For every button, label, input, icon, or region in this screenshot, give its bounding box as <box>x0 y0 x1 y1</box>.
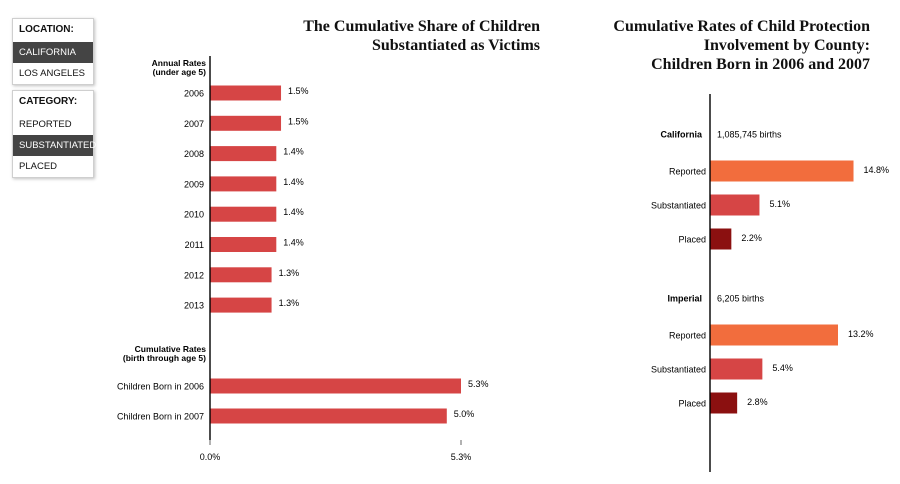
data-label: 1.5% <box>288 86 309 96</box>
category-label: 2011 <box>185 240 204 250</box>
location-item-california[interactable]: CALIFORNIA <box>13 42 93 63</box>
chart1-title: The Cumulative Share of Children Substan… <box>303 17 540 55</box>
category-label: 2007 <box>184 119 204 129</box>
data-label: 1.4% <box>283 147 304 157</box>
category-label: Children Born in 2006 <box>117 382 204 392</box>
category-label: 2008 <box>184 149 204 159</box>
bar <box>210 237 277 252</box>
location-header: LOCATION: <box>19 24 74 35</box>
bar <box>210 378 461 394</box>
chart2-title-line: Children Born in 2006 and 2007 <box>651 56 870 73</box>
county-name: Imperial <box>667 294 702 304</box>
category-item-substantiated[interactable]: SUBSTANTIATED <box>13 135 96 156</box>
county-name: California <box>660 130 703 140</box>
bar <box>710 324 838 346</box>
data-label: 2.2% <box>741 233 762 243</box>
chart1-title-line: Substantiated as Victims <box>371 37 540 54</box>
bar <box>210 206 277 222</box>
chart2-title-line: Cumulative Rates of Child Protection <box>613 18 870 35</box>
data-label: 1.3% <box>279 268 300 278</box>
bar <box>710 228 732 250</box>
bar <box>210 146 277 162</box>
category-label: Placed <box>678 235 706 245</box>
bar <box>710 194 760 216</box>
data-label: 2.8% <box>747 397 768 407</box>
category-label: Children Born in 2007 <box>117 412 204 422</box>
chart2-title: Cumulative Rates of Child Protection Inv… <box>613 17 870 74</box>
category-item-reported[interactable]: REPORTED <box>19 119 72 130</box>
bar <box>210 408 447 424</box>
data-label: 5.4% <box>772 363 793 373</box>
x-tick-label: 5.3% <box>451 452 472 462</box>
category-panel: CATEGORY: REPORTED SUBSTANTIATED PLACED <box>12 90 96 178</box>
category-label: Substantiated <box>651 201 706 211</box>
category-label: 2010 <box>184 210 204 220</box>
data-label: 1.4% <box>283 238 304 248</box>
category-label: 2009 <box>184 179 204 189</box>
data-label: 13.2% <box>848 329 874 339</box>
x-tick-label: 0.0% <box>200 452 221 462</box>
bar <box>210 267 272 283</box>
data-label: 1.5% <box>288 116 309 126</box>
location-item-los-angeles[interactable]: LOS ANGELES <box>19 68 86 79</box>
county-births: 1,085,745 births <box>717 130 782 140</box>
category-label: Placed <box>678 399 706 409</box>
bar <box>210 297 272 313</box>
data-label: 5.0% <box>454 409 475 419</box>
category-header: CATEGORY: <box>19 96 78 107</box>
data-label: 14.8% <box>864 165 890 175</box>
chart1-title-line: The Cumulative Share of Children <box>303 18 540 35</box>
category-label: 2012 <box>184 270 204 280</box>
category-label: Reported <box>669 167 706 177</box>
category-label: 2013 <box>184 301 204 311</box>
group-label: (birth through age 5) <box>123 353 206 363</box>
bar <box>210 85 282 101</box>
bar <box>210 176 277 192</box>
county-births: 6,205 births <box>717 294 765 304</box>
location-panel: LOCATION: CALIFORNIA LOS ANGELES <box>12 18 94 85</box>
data-label: 1.3% <box>279 298 300 308</box>
chart2-title-line: Involvement by County: <box>703 37 870 54</box>
group-label: Cumulative Rates <box>135 344 207 354</box>
bar <box>710 160 854 182</box>
bar <box>710 358 763 380</box>
bar <box>710 392 738 414</box>
data-label: 5.3% <box>468 379 489 389</box>
data-label: 1.4% <box>283 177 304 187</box>
category-label: Substantiated <box>651 365 706 375</box>
category-item-placed[interactable]: PLACED <box>19 161 58 172</box>
category-label: 2006 <box>184 89 204 99</box>
data-label: 1.4% <box>283 207 304 217</box>
group-label: (under age 5) <box>153 67 207 77</box>
group-label: Annual Rates <box>152 58 207 68</box>
bar <box>210 115 282 131</box>
category-label: Reported <box>669 331 706 341</box>
data-label: 5.1% <box>769 199 790 209</box>
